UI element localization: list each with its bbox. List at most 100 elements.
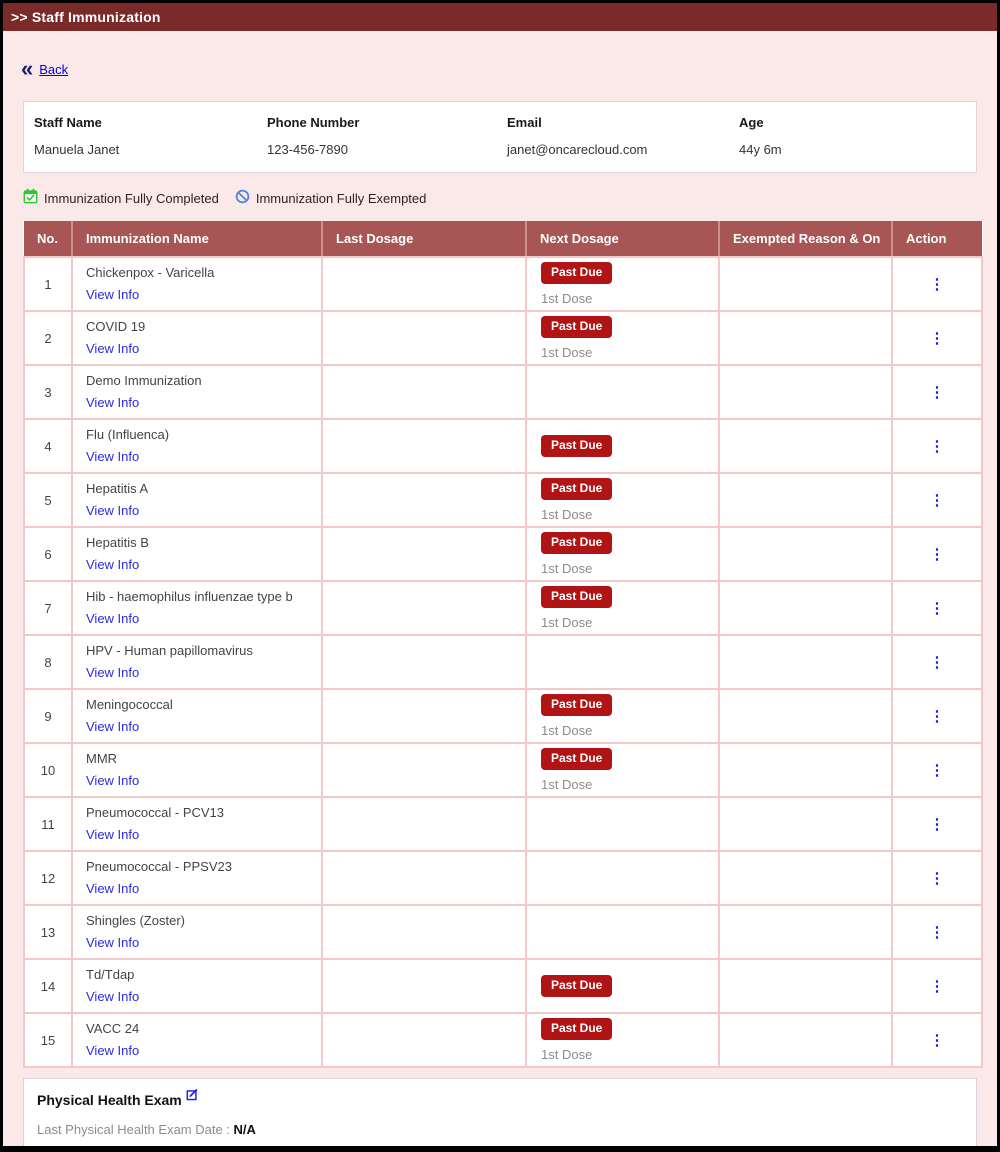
last-exam-date-label: Last Physical Health Exam Date :	[37, 1122, 230, 1137]
action-menu-button[interactable]: ⋮	[929, 383, 945, 401]
action-cell: ⋮	[891, 418, 983, 474]
immunization-name: Hepatitis A	[86, 481, 149, 496]
column-header-next: Next Dosage	[526, 221, 720, 258]
immunization-legend: Immunization Fully Completed Immunizatio…	[23, 188, 997, 209]
back-navigation[interactable]: « Back	[21, 58, 997, 80]
exempted-reason-cell	[718, 850, 893, 906]
action-cell: ⋮	[891, 526, 983, 582]
table-row: 5 Hepatitis A View Info Past Due 1st Dose ⋮	[23, 472, 983, 528]
view-info-link[interactable]: View Info	[86, 341, 140, 356]
past-due-badge-wrap: Past Due	[541, 532, 718, 554]
edit-icon[interactable]	[186, 1088, 199, 1101]
past-due-badge: Past Due	[541, 532, 613, 554]
email-label: Email	[507, 115, 542, 130]
view-info-link[interactable]: View Info	[86, 395, 140, 410]
action-cell: ⋮	[891, 958, 983, 1014]
immunization-name: Demo Immunization	[86, 373, 202, 388]
view-info-link[interactable]: View Info	[86, 827, 140, 842]
email-value: janet@oncarecloud.com	[507, 142, 648, 157]
action-menu-button[interactable]: ⋮	[929, 329, 945, 347]
immunization-name: MMR	[86, 751, 118, 766]
action-menu-button[interactable]: ⋮	[929, 599, 945, 617]
past-due-badge-wrap: Past Due	[541, 694, 718, 716]
action-menu-button[interactable]: ⋮	[929, 815, 945, 833]
exempted-reason-cell	[718, 472, 893, 528]
next-dosage-cell: Past Due 1st Dose	[525, 580, 720, 636]
exempted-reason-cell	[718, 958, 893, 1014]
view-info-link[interactable]: View Info	[86, 881, 140, 896]
action-menu-button[interactable]: ⋮	[929, 707, 945, 725]
row-number: 10	[23, 742, 73, 798]
row-number: 3	[23, 364, 73, 420]
action-menu-button[interactable]: ⋮	[929, 977, 945, 995]
action-menu-button[interactable]: ⋮	[929, 761, 945, 779]
view-info-link[interactable]: View Info	[86, 503, 140, 518]
immunization-name: Chickenpox - Varicella	[86, 265, 215, 280]
phone-number-label: Phone Number	[267, 115, 360, 130]
past-due-badge: Past Due	[541, 975, 613, 997]
physical-health-exam-card: Physical Health Exam Last Physical Healt…	[23, 1078, 977, 1146]
immunization-name: Pneumococcal - PPSV23	[86, 859, 232, 874]
immunization-name: Td/Tdap	[86, 967, 135, 982]
row-number: 15	[23, 1012, 73, 1068]
view-info-link[interactable]: View Info	[86, 773, 140, 788]
action-menu-button[interactable]: ⋮	[929, 923, 945, 941]
next-dose-text: 1st Dose	[541, 1047, 593, 1062]
next-dose-text: 1st Dose	[541, 777, 593, 792]
next-dose-text: 1st Dose	[541, 507, 593, 522]
action-menu-button[interactable]: ⋮	[929, 491, 945, 509]
row-number: 12	[23, 850, 73, 906]
staff-name-field: Staff Name Manuela Janet	[34, 115, 267, 172]
action-menu-button[interactable]: ⋮	[929, 545, 945, 563]
table-row: 9 Meningococcal View Info Past Due 1st Dose ⋮	[23, 688, 983, 744]
table-row: 8 HPV - Human papillomavirus View Info ⋮	[23, 634, 983, 690]
action-menu-button[interactable]: ⋮	[929, 653, 945, 671]
view-info-link[interactable]: View Info	[86, 449, 140, 464]
action-menu-button[interactable]: ⋮	[929, 275, 945, 293]
action-cell: ⋮	[891, 580, 983, 636]
next-dosage-cell: Past Due 1st Dose	[525, 310, 720, 366]
view-info-link[interactable]: View Info	[86, 557, 140, 572]
table-row: 7 Hib - haemophilus influenzae type b View…	[23, 580, 983, 636]
immunization-name-cell: Td/Tdap View Info	[71, 958, 323, 1014]
exempted-reason-cell	[718, 256, 893, 312]
action-cell: ⋮	[891, 796, 983, 852]
next-dosage-cell: Past Due 1st Dose	[525, 256, 720, 312]
view-info-link[interactable]: View Info	[86, 611, 140, 626]
immunization-name: Meningococcal	[86, 697, 173, 712]
column-header-name: Immunization Name	[72, 221, 323, 258]
view-info-link[interactable]: View Info	[86, 989, 140, 1004]
view-info-link[interactable]: View Info	[86, 287, 140, 302]
back-link[interactable]: Back	[39, 61, 69, 77]
next-dose-text: 1st Dose	[541, 345, 593, 360]
view-info-link[interactable]: View Info	[86, 665, 140, 680]
immunization-table: No. Immunization Name Last Dosage Next D…	[23, 221, 983, 1068]
last-dosage-cell	[321, 688, 527, 744]
action-cell: ⋮	[891, 688, 983, 744]
last-exam-date-value: N/A	[233, 1122, 256, 1137]
action-menu-button[interactable]: ⋮	[929, 1031, 945, 1049]
action-menu-button[interactable]: ⋮	[929, 869, 945, 887]
action-menu-button[interactable]: ⋮	[929, 437, 945, 455]
immunization-name-cell: Hib - haemophilus influenzae type b View …	[71, 580, 323, 636]
view-info-link[interactable]: View Info	[86, 935, 140, 950]
action-cell: ⋮	[891, 634, 983, 690]
calendar-check-icon	[23, 188, 38, 209]
exempted-reason-cell	[718, 634, 893, 690]
immunization-name: Hepatitis B	[86, 535, 149, 550]
row-number: 9	[23, 688, 73, 744]
view-info-link[interactable]: View Info	[86, 1043, 140, 1058]
next-dosage-cell	[525, 364, 720, 420]
exempted-reason-cell	[718, 1012, 893, 1068]
last-dosage-cell	[321, 580, 527, 636]
last-dosage-cell	[321, 526, 527, 582]
next-dosage-cell: Past Due 1st Dose	[525, 472, 720, 528]
physical-health-exam-title: Physical Health Exam	[37, 1092, 182, 1108]
past-due-badge-wrap: Past Due	[541, 262, 718, 284]
last-exam-date-row: Last Physical Health Exam Date : N/A	[37, 1122, 976, 1137]
next-dose-text: 1st Dose	[541, 291, 593, 306]
view-info-link[interactable]: View Info	[86, 719, 140, 734]
past-due-badge: Past Due	[541, 262, 613, 284]
exempted-reason-cell	[718, 364, 893, 420]
